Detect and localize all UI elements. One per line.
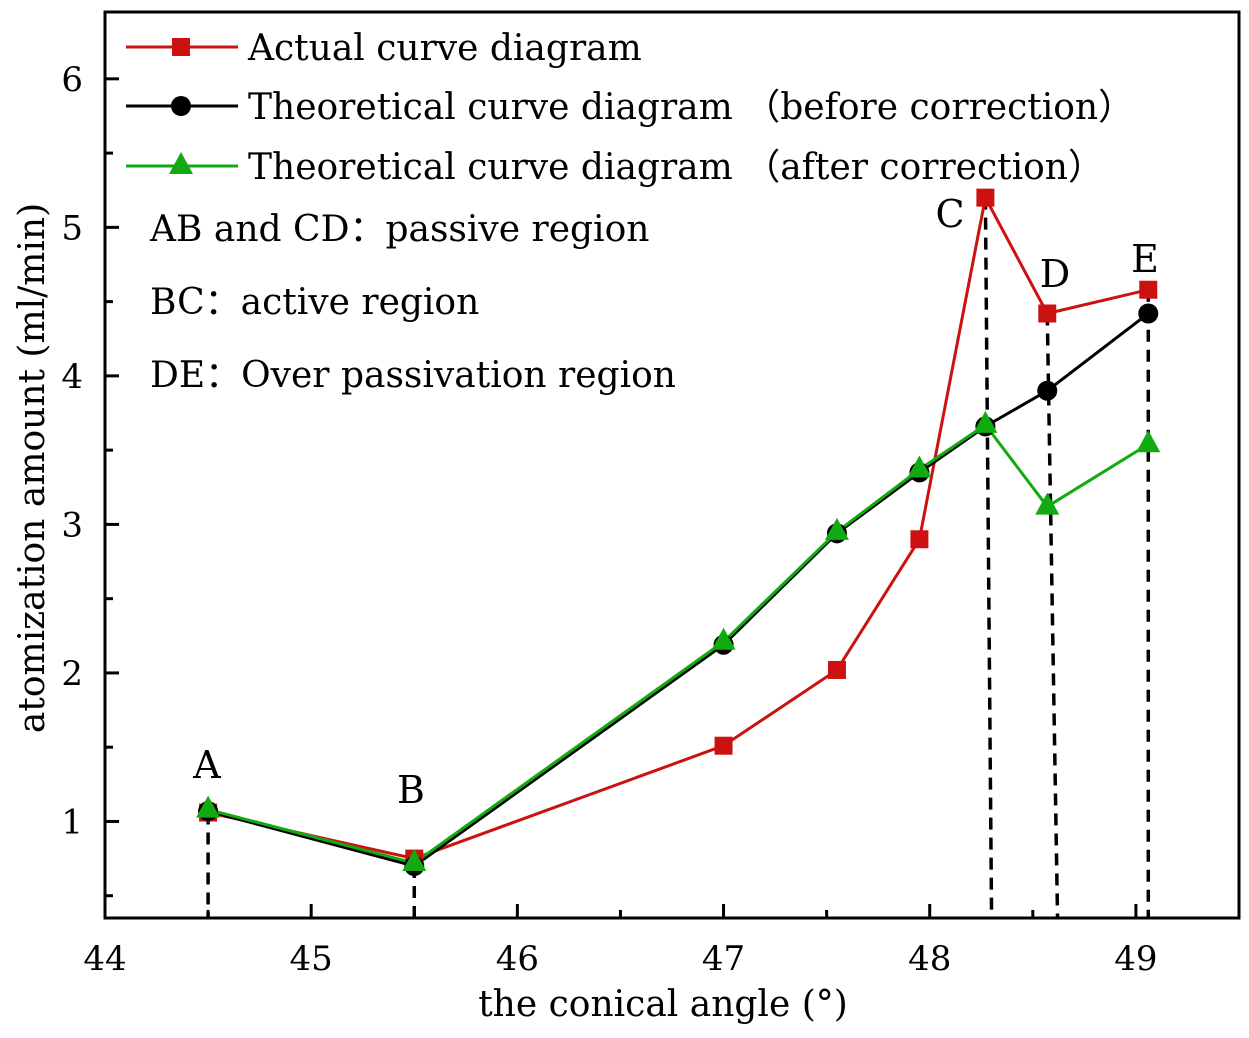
data-point-triangle [711,627,736,650]
series-line-triangle [207,422,1150,865]
y-tick-label: 5 [61,208,83,248]
data-point-square [1139,280,1158,299]
data-point-square [976,188,995,207]
drop-line-2 [983,197,994,919]
x-tick-label: 46 [496,939,539,979]
point-label-a: A [192,743,221,787]
legend: Actual curve diagram Theoretical curve d… [126,28,1134,188]
series-line-circle [207,312,1150,868]
x-tick-label: 49 [1114,939,1157,979]
data-point-triangle [1136,430,1161,453]
y-tick-label: 6 [61,60,83,100]
y-tick-label: 1 [61,802,83,842]
legend-label-before: Theoretical curve diagram （before correc… [248,87,1134,128]
data-point-triangle [824,517,849,540]
markers-layer [196,188,1161,877]
data-point-triangle [196,795,221,818]
data-point-circle [1138,303,1159,324]
x-axis-ticks: 44 45 46 47 48 49 [83,904,1158,979]
point-label-c: C [935,192,964,236]
y-tick-label: 3 [61,505,83,545]
data-point-triangle [402,849,427,872]
y-tick-label: 4 [61,357,83,397]
point-label-e: E [1131,237,1159,281]
data-point-square [910,530,929,549]
legend-marker-circle [171,96,191,116]
x-axis-title: the conical angle (°) [478,984,848,1025]
drop-lines [206,197,1151,919]
data-point-triangle [973,410,998,433]
x-tick-label: 48 [908,939,951,979]
point-label-d: D [1040,252,1070,296]
legend-label-actual: Actual curve diagram [247,28,642,69]
legend-label-after: Theoretical curve diagram （after correct… [248,147,1104,188]
x-tick-label: 44 [83,939,126,979]
data-point-triangle [907,455,932,478]
legend-marker-triangle [169,152,193,174]
data-point-circle [1037,380,1058,401]
point-label-b: B [397,768,425,812]
drop-line-3 [1045,313,1060,919]
y-axis-title: atomization amount (ml/min) [12,203,53,733]
plot-frame [103,10,1241,920]
legend-marker-square [172,38,190,56]
data-point-square [714,736,733,755]
note-active-region: BC：active region [150,282,479,323]
series-line-square [207,193,1149,861]
data-point-triangle [1035,492,1060,515]
note-over-passivation-region: DE：Over passivation region [150,355,676,396]
data-point-square [1038,304,1057,323]
note-passive-region: AB and CD：passive region [149,209,649,250]
data-point-square [827,660,846,679]
x-tick-label: 47 [702,939,745,979]
x-tick-label: 45 [290,939,333,979]
y-axis-ticks: 1 2 3 4 5 6 [61,60,119,898]
y-tick-label: 2 [61,654,83,694]
series-layer [207,193,1150,868]
